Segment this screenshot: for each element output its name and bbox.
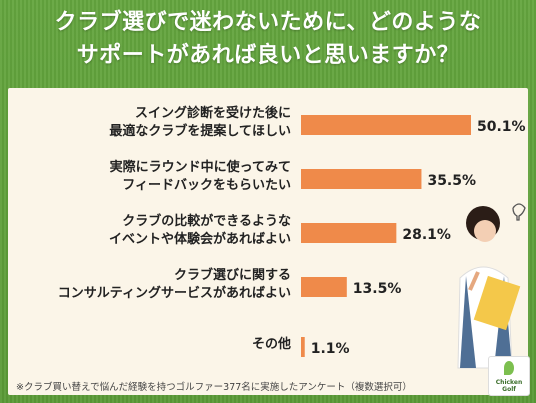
woman-illustration-icon [457, 203, 526, 369]
bar-2 [301, 169, 422, 189]
category-label-3-line-2: イベントや体験会があればよい [109, 231, 291, 247]
chart-title: クラブ選びで迷わないために、どのような サポートがあれば良いと思いますか？ [0, 6, 536, 72]
value-label-3: 28.1% [402, 227, 451, 243]
logo-line-1: Chicken [495, 379, 523, 386]
value-label-4: 13.5% [353, 281, 402, 297]
title-line-2: サポートがあれば良いと思いますか？ [76, 43, 460, 68]
value-label-2: 35.5% [427, 173, 476, 189]
category-label-1-line-2: 最適なクラブを提案してほしい [109, 123, 291, 139]
value-label-5: 1.1% [311, 341, 350, 357]
bar-3 [301, 223, 397, 243]
category-label-4-line-2: コンサルティングサービスがあればよい [58, 285, 291, 301]
category-label-3-line-1: クラブの比較ができるような [122, 213, 291, 229]
chart-panel: スイング診断を受けた後に最適なクラブを提案してほしい 50.1% 実際にラウンド中に… [8, 88, 528, 395]
category-label-2-line-2: フィードバックをもらいたい [122, 178, 291, 193]
category-label-5-line-1: その他 [252, 336, 291, 352]
chicken-golf-logo: Chicken Golf [488, 356, 530, 396]
category-label-2-line-1: 実際にラウンド中に使ってみて [110, 159, 291, 175]
title-line-1: クラブ選びで迷わないために、どのような [54, 10, 482, 35]
bar-4 [301, 277, 347, 297]
category-label-1-line-1: スイング診断を受けた後に [135, 105, 291, 121]
footnote: ※クラブ買い替えで悩んだ経験を持つゴルファー377名に実施したアンケート（複数選… [16, 382, 412, 393]
value-label-1: 50.1% [477, 119, 526, 135]
leaf-icon [504, 361, 514, 375]
bar-5 [301, 337, 305, 357]
category-label-4-line-1: クラブ選びに関する [174, 267, 291, 283]
bar-1 [301, 115, 471, 135]
logo-line-2: Golf [502, 386, 516, 393]
